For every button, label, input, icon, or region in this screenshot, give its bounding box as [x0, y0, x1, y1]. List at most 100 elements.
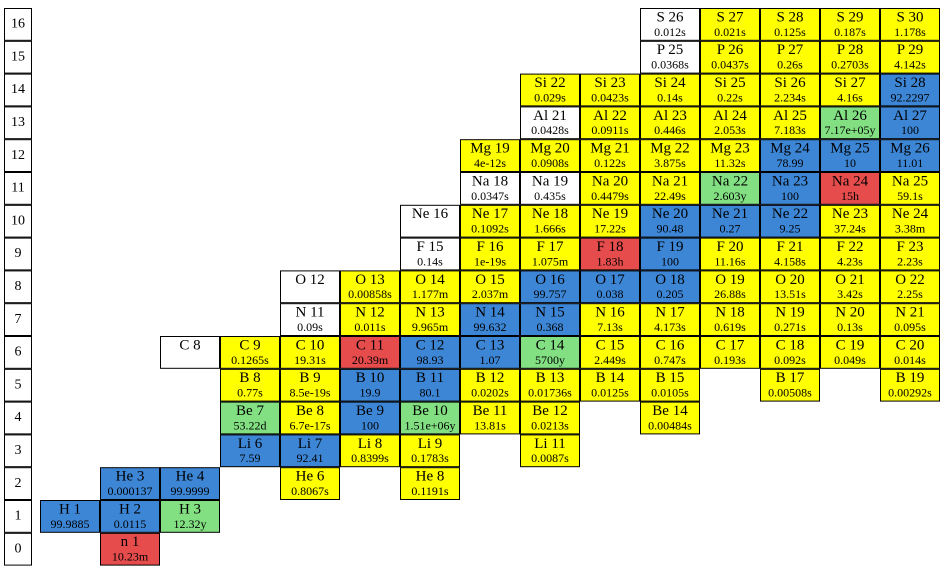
nuclide-label: Ne 16 — [412, 206, 449, 222]
nuclide-value: 1.51e+06y — [404, 418, 455, 432]
nuclide-value: 4e-12s — [474, 156, 506, 170]
nuclide-label: Be 9 — [356, 403, 384, 419]
nuclide-value: 90.48 — [657, 222, 684, 236]
nuclide-label: S 30 — [896, 9, 923, 25]
nuclide-value: 0.747s — [654, 353, 686, 367]
nuclide-label: N 14 — [475, 305, 505, 321]
nuclide-value: 2.037m — [472, 287, 509, 301]
nuclide-value: 0.1191s — [411, 484, 449, 498]
row-label: 7 — [15, 312, 22, 327]
nuclide-value: 0.0087s — [531, 451, 569, 465]
row-label-box — [4, 303, 32, 337]
nuclide-value: 0.193s — [714, 353, 746, 367]
nuclide-label: N 19 — [775, 305, 805, 321]
nuclide-value: 59.1s — [897, 189, 923, 203]
nuclide-cell — [400, 467, 460, 501]
nuclide-value: 0.049s — [834, 353, 866, 367]
nuclide-cell — [580, 303, 640, 337]
nuclide-label: H 3 — [179, 501, 201, 517]
nuclide-cell — [640, 73, 700, 107]
nuclide-value: 2.053s — [714, 123, 746, 137]
nuclide-label: B 19 — [896, 370, 925, 386]
nuclide-label: Li 9 — [418, 436, 443, 452]
nuclide-cell — [820, 106, 880, 140]
nuclide-label: Be 12 — [532, 403, 567, 419]
nuclide-cell — [400, 401, 460, 435]
nuclide-cell — [580, 139, 640, 172]
nuclide-cell — [580, 336, 640, 369]
nuclide-cell — [640, 303, 700, 337]
row-label-box — [4, 467, 32, 501]
nuclide-value: 0.00292s — [888, 386, 932, 400]
nuclide-value: 0.0368s — [651, 58, 689, 72]
nuclide-cell — [520, 172, 580, 205]
row-label: 3 — [15, 443, 22, 458]
nuclide-value: 99.757 — [534, 287, 567, 301]
nuclide-cell — [880, 73, 940, 107]
row-label: 13 — [11, 115, 25, 130]
nuclide-value: 0.22s — [717, 90, 743, 104]
nuclide-value: 0.435s — [534, 189, 566, 203]
nuclide-label: He 8 — [416, 469, 445, 485]
nuclide-label: O 19 — [715, 272, 745, 288]
nuclide-label: B 10 — [356, 370, 385, 386]
nuclide-value: 0.00508s — [768, 386, 812, 400]
nuclide-label: Na 24 — [832, 173, 869, 189]
nuclide-value: 100 — [361, 418, 379, 432]
nuclide-value: 4.158s — [774, 254, 806, 268]
nuclide-cell — [640, 368, 700, 402]
nuclide-cell — [520, 434, 580, 468]
nuclide-label: B 12 — [476, 370, 505, 386]
nuclide-cell — [400, 303, 460, 337]
nuclide-label: C 10 — [296, 337, 325, 353]
nuclide-value: 4.142s — [894, 58, 926, 72]
nuclide-label: Mg 20 — [530, 141, 570, 157]
nuclide-value: 0.2703s — [831, 58, 869, 72]
nuclide-value: 0.0347s — [471, 189, 509, 203]
nuclide-label: C 17 — [716, 337, 745, 353]
nuclide-cell — [880, 237, 940, 271]
nuclide-value: 0.012s — [654, 25, 686, 39]
nuclide-cell — [880, 106, 940, 140]
nuclide-label: Ne 21 — [712, 206, 748, 222]
nuclide-label: N 12 — [355, 305, 385, 321]
row-label-box — [4, 8, 32, 41]
nuclide-label: O 22 — [895, 272, 925, 288]
nuclide-label: Al 21 — [533, 108, 567, 124]
nuclide-cell — [640, 106, 700, 140]
nuclide-value: 2.234s — [774, 90, 806, 104]
nuclide-value: 7.183s — [774, 123, 806, 137]
nuclide-label: He 4 — [176, 469, 205, 485]
nuclide-value: 1.07 — [480, 353, 501, 367]
nuclide-value: 0.8399s — [351, 451, 389, 465]
nuclide-value: 0.095s — [894, 320, 926, 334]
nuclide-cell — [520, 139, 580, 172]
nuclide-cell — [700, 237, 760, 271]
nuclide-cell — [880, 40, 940, 74]
nuclide-label: C 8 — [179, 337, 200, 353]
nuclide-label: Mg 24 — [770, 141, 810, 157]
nuclide-cell — [400, 204, 460, 238]
nuclide-label: Na 25 — [892, 173, 928, 189]
nuclide-label: B 14 — [596, 370, 625, 386]
nuclide-value: 0.13s — [837, 320, 863, 334]
nuclide-label: Al 24 — [713, 108, 747, 124]
nuclide-value: 10.23m — [112, 550, 149, 564]
nuclide-cell — [580, 270, 640, 304]
nuclide-label: C 16 — [656, 337, 685, 353]
nuclide-value: 19.31s — [294, 353, 326, 367]
nuclide-label: O 18 — [655, 272, 685, 288]
nuclide-label: Li 8 — [358, 436, 383, 452]
nuclide-label: N 17 — [655, 305, 685, 321]
row-label-box — [4, 368, 32, 402]
nuclide-value: 0.1265s — [231, 353, 269, 367]
nuclide-cell — [880, 303, 940, 337]
nuclide-label: Al 22 — [593, 108, 627, 124]
nuclide-label: Be 11 — [473, 403, 508, 419]
row-label: 0 — [15, 541, 22, 556]
nuclide-cell — [640, 401, 700, 435]
nuclide-cell — [700, 303, 760, 337]
nuclide-label: C 9 — [239, 337, 260, 353]
nuclide-label: B 11 — [416, 370, 444, 386]
nuclide-value: 0.205 — [657, 287, 684, 301]
